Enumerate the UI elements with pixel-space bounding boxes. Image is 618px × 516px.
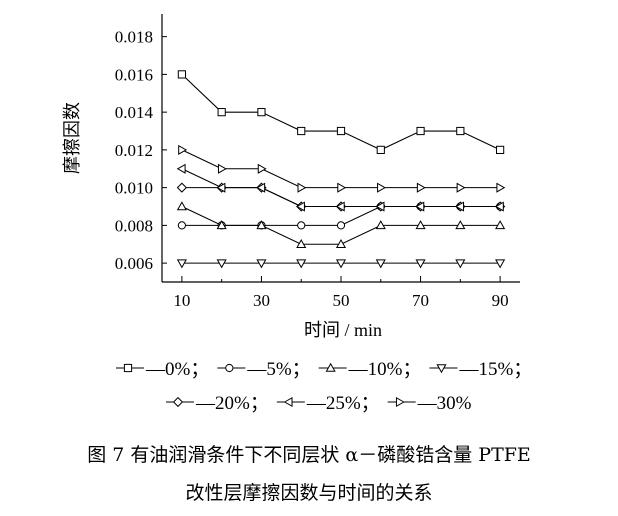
series-10pct-point	[296, 239, 307, 248]
series-30pct-point	[416, 182, 426, 193]
series-5pct-point	[297, 221, 306, 230]
series-0pct-point	[336, 126, 346, 136]
line-chart-svg: 0.006 0.008 0.010 0.012 0.014 0.016 0.018 10 30 5…	[62, 14, 532, 414]
series-25pct-point	[176, 163, 186, 174]
legend: —0%； —5%； —10%； —15%； —20%； —25%； —30%	[116, 359, 532, 414]
y-tick-label: 0.010	[115, 179, 153, 198]
legend-marker-20pct	[172, 396, 184, 408]
legend-item-15pct: —15%；	[429, 359, 532, 380]
series-25pct-point	[375, 201, 385, 212]
series-30pct-point	[456, 182, 466, 193]
series-0pct-line	[181, 73, 501, 151]
series-10pct-point	[455, 220, 466, 230]
y-tick-label: 0.012	[115, 141, 153, 160]
series-30pct-point	[496, 182, 506, 193]
series-15pct-point	[415, 259, 426, 269]
legend-label-30pct: —30%	[417, 393, 472, 414]
series-15pct-point	[455, 259, 466, 269]
series-15pct-point	[176, 259, 187, 269]
legend-marker-0pct	[123, 363, 133, 373]
series-10pct-point	[256, 220, 267, 230]
series-15pct-point	[256, 259, 267, 269]
series-15pct-point	[216, 259, 227, 269]
x-axis-title: 时间 / min	[304, 320, 382, 340]
series-10pct	[176, 201, 506, 248]
series-25pct-point	[494, 201, 504, 212]
series-25pct-point	[455, 201, 465, 212]
series-15pct-point	[375, 259, 386, 269]
series-10pct-point	[415, 220, 426, 230]
figure-caption-line-2: 改性层摩擦因数与时间的关系	[185, 482, 433, 504]
x-tick-label: 70	[412, 291, 429, 310]
series-10pct-point	[335, 239, 347, 248]
series-0pct-point	[297, 126, 306, 136]
series-0pct-point	[416, 126, 425, 136]
series-15pct	[176, 259, 506, 269]
series-20pct-point	[176, 182, 187, 193]
legend-marker-15pct	[436, 364, 447, 374]
series-30pct-point	[377, 182, 386, 193]
legend-marker-25pct	[283, 396, 293, 408]
x-tick-label: 90	[492, 291, 509, 310]
series-30pct-point	[217, 163, 227, 174]
series-0pct-point	[376, 145, 385, 154]
series-30pct-point	[178, 144, 188, 155]
series-10pct-point	[216, 220, 227, 230]
series-10pct-point	[375, 220, 386, 230]
series-10pct-point	[176, 201, 187, 211]
series-0pct-point	[257, 108, 266, 117]
series-25pct	[176, 163, 504, 212]
y-tick-label: 0.008	[115, 216, 153, 235]
series-0pct-point	[456, 126, 465, 136]
figure-caption-line-1: 图 7 有油润滑条件下不同层状 α－磷酸锆含量 PTFE	[87, 444, 531, 466]
legend-label-20pct: —20%；	[195, 393, 269, 414]
series-15pct-point	[335, 259, 347, 269]
legend-item-20pct: —20%；	[166, 393, 269, 414]
legend-label-0pct: —0%；	[145, 359, 209, 380]
series-30pct-point	[337, 182, 347, 193]
series-15pct-point	[296, 259, 307, 269]
legend-label-5pct: —5%；	[246, 359, 310, 380]
legend-item-10pct: —10%；	[318, 359, 422, 380]
series-30pct-point	[257, 163, 267, 174]
x-tick-label: 50	[333, 291, 350, 310]
legend-item-30pct: —30%	[387, 393, 472, 414]
legend-marker-30pct	[395, 396, 405, 408]
series-25pct-point	[216, 182, 226, 193]
legend-marker-10pct	[325, 362, 336, 372]
series-25pct-point	[296, 201, 305, 212]
series-30pct-line	[181, 149, 501, 189]
series-25pct-point	[335, 201, 345, 212]
x-tick-label: 30	[253, 291, 270, 310]
y-axis-title: 摩擦因数	[62, 102, 82, 174]
series-0pct-point	[217, 108, 226, 117]
y-tick-label: 0.014	[115, 103, 154, 122]
legend-label-10pct: —10%；	[348, 359, 422, 380]
series-0pct-point	[177, 70, 186, 79]
y-tick-label: 0.018	[115, 28, 153, 47]
legend-item-25pct: —25%；	[276, 393, 380, 414]
legend-item-5pct: —5%；	[217, 359, 311, 380]
series-25pct-point	[256, 182, 266, 193]
series-30pct-point	[297, 182, 307, 193]
legend-label-25pct: —25%；	[306, 393, 380, 414]
series-25pct-point	[415, 201, 425, 212]
series-5pct-point	[177, 221, 186, 230]
legend-item-0pct: —0%；	[116, 359, 209, 380]
y-tick-label: 0.006	[115, 254, 153, 273]
legend-marker-5pct	[225, 363, 234, 373]
series-5pct-point	[336, 221, 346, 230]
series-15pct-point	[495, 259, 506, 269]
series-10pct-point	[495, 220, 506, 230]
y-tick-label: 0.016	[115, 65, 153, 84]
legend-label-15pct: —15%；	[458, 359, 532, 380]
x-tick-label: 10	[173, 291, 190, 310]
series-0pct	[177, 70, 505, 154]
series-30pct	[178, 144, 506, 193]
series-0pct-point	[496, 145, 505, 154]
